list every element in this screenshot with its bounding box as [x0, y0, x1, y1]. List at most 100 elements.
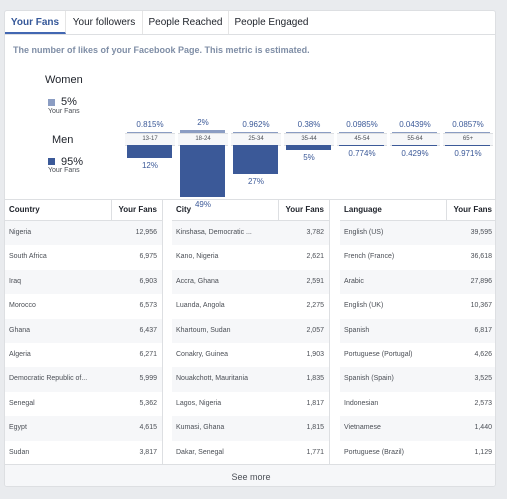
- language-fan-count: 39,595: [470, 229, 492, 236]
- women-bar[interactable]: [127, 131, 172, 133]
- language-fan-count: 3,525: [474, 375, 492, 383]
- women-bar[interactable]: [286, 132, 331, 133]
- language-table-header: Language Your Fans: [340, 200, 495, 221]
- city-name: Conakry, Guinea: [176, 350, 229, 358]
- country-table-row: Morocco 6,573: [5, 294, 162, 318]
- city-table-row: Accra, Ghana 2,591: [172, 269, 329, 295]
- men-bar[interactable]: [392, 145, 437, 146]
- fans-panel: Your Fans Your followers People Reached …: [4, 10, 496, 487]
- language-name: Spanish (Spain): [344, 375, 394, 383]
- city-fan-count: 2,275: [306, 302, 324, 310]
- city-table-row: Luanda, Angola 2,275: [172, 294, 329, 318]
- language-name: Arabic: [344, 277, 364, 285]
- men-bar[interactable]: [286, 145, 331, 151]
- language-table-row: Portuguese (Brazil) 1,129: [340, 441, 495, 465]
- men-title: Men: [52, 134, 74, 146]
- city-fan-count: 2,591: [306, 277, 324, 285]
- men-percent: 95%: [61, 156, 84, 168]
- country-name: Senegal: [9, 399, 35, 407]
- women-sublabel: Your Fans: [48, 108, 80, 115]
- men-bar[interactable]: [127, 145, 172, 158]
- language-name: Portuguese (Portugal): [344, 350, 413, 358]
- city-table: City Your Fans Kinshasa, Democratic ... 3…: [172, 200, 330, 465]
- women-bar[interactable]: [392, 132, 437, 133]
- city-fan-count: 1,771: [306, 448, 324, 456]
- city-table-row: Nouakchott, Mauritania 1,835: [172, 367, 329, 392]
- language-table-row: Portuguese (Portugal) 4,626: [340, 343, 495, 367]
- city-table-header: City Your Fans: [172, 200, 329, 221]
- country-name: Egypt: [9, 424, 27, 432]
- city-table-row: Khartoum, Sudan 2,057: [172, 318, 329, 343]
- women-bar[interactable]: [233, 131, 278, 133]
- country-table: Country Your Fans Nigeria 12,956 South Afr…: [5, 200, 163, 465]
- language-table-row: English (UK) 10,367: [340, 294, 495, 318]
- men-bar[interactable]: [339, 145, 384, 146]
- top-locations-tables: Country Your Fans Nigeria 12,956 South Afr…: [5, 199, 495, 465]
- men-percent-label: 0.971%: [454, 149, 482, 159]
- language-table-row: Indonesian 2,573: [340, 392, 495, 416]
- country-name: Ghana: [9, 326, 31, 334]
- men-sublabel: Your Fans: [48, 167, 80, 174]
- language-fan-count: 27,896: [470, 277, 492, 285]
- men-bar[interactable]: [445, 145, 490, 147]
- tab-your-followers[interactable]: Your followers: [66, 11, 143, 34]
- country-fan-count: 3,817: [139, 448, 157, 456]
- tab-your-fans[interactable]: Your Fans: [5, 11, 66, 34]
- see-more-button[interactable]: See more: [5, 464, 495, 486]
- country-column-header[interactable]: Country: [9, 205, 40, 214]
- women-percent: 5%: [61, 96, 77, 108]
- country-fan-count: 6,903: [139, 277, 157, 285]
- country-table-row: Senegal 5,362: [5, 392, 162, 416]
- language-table-row: Vietnamese 1,440: [340, 416, 495, 441]
- country-fan-count: 4,615: [139, 424, 157, 432]
- women-percent-label: 2%: [197, 118, 209, 127]
- country-fan-count: 12,956: [135, 229, 157, 236]
- country-fan-count: 6,271: [139, 350, 157, 358]
- city-fan-count: 2,621: [306, 253, 324, 261]
- city-fans-column-header[interactable]: Your Fans: [278, 200, 324, 220]
- country-name: Iraq: [9, 277, 22, 285]
- language-table-row: Spanish 6,817: [340, 318, 495, 343]
- men-bar[interactable]: [233, 145, 278, 174]
- language-name: Indonesian: [344, 399, 379, 407]
- country-fans-column-header[interactable]: Your Fans: [111, 200, 157, 220]
- women-percent-label: 0.0857%: [452, 120, 484, 129]
- language-table-row: French (France) 36,618: [340, 245, 495, 269]
- country-table-row: South Africa 6,975: [5, 245, 162, 269]
- language-name: English (UK): [344, 302, 384, 310]
- language-column-header[interactable]: Language: [344, 205, 382, 214]
- city-name: Khartoum, Sudan: [176, 326, 231, 334]
- city-table-row: Kano, Nigeria 2,621: [172, 245, 329, 269]
- city-name: Accra, Ghana: [176, 277, 219, 285]
- women-percent-label: 0.962%: [242, 119, 270, 129]
- tab-people-reached[interactable]: People Reached: [143, 11, 229, 34]
- country-table-row: Iraq 6,903: [5, 269, 162, 295]
- country-fan-count: 6,437: [139, 326, 157, 334]
- city-table-row: Kinshasa, Democratic ... 3,782: [172, 221, 329, 246]
- country-name: Algeria: [9, 350, 31, 358]
- country-name: Sudan: [9, 448, 30, 456]
- city-table-row: Conakry, Guinea 1,903: [172, 343, 329, 367]
- tab-people-engaged[interactable]: People Engaged: [234, 17, 309, 28]
- women-bar[interactable]: [339, 132, 384, 133]
- language-name: Portuguese (Brazil): [344, 448, 404, 456]
- men-bar[interactable]: [180, 145, 225, 197]
- city-name: Kinshasa, Democratic ...: [176, 229, 252, 236]
- country-table-row: Ghana 6,437: [5, 318, 162, 343]
- city-fan-count: 1,835: [306, 375, 324, 383]
- language-fan-count: 6,817: [474, 326, 492, 334]
- city-table-row: Lagos, Nigeria 1,817: [172, 392, 329, 416]
- metric-description: The number of likes of your Facebook Pag…: [13, 45, 310, 55]
- country-table-header: Country Your Fans: [5, 200, 162, 221]
- country-table-row: Democratic Republic of... 5,999: [5, 367, 162, 392]
- city-name: Kano, Nigeria: [176, 253, 219, 261]
- language-name: Spanish: [344, 326, 370, 334]
- language-fans-column-header[interactable]: Your Fans: [446, 200, 492, 220]
- women-bar[interactable]: [180, 130, 225, 133]
- tab-bar: Your Fans Your followers People Reached …: [5, 11, 495, 35]
- city-column-header[interactable]: City: [176, 205, 192, 214]
- women-bar[interactable]: [445, 132, 490, 133]
- language-table-row: Arabic 27,896: [340, 269, 495, 295]
- language-fan-count: 2,573: [474, 399, 492, 407]
- city-name: Luanda, Angola: [176, 302, 225, 310]
